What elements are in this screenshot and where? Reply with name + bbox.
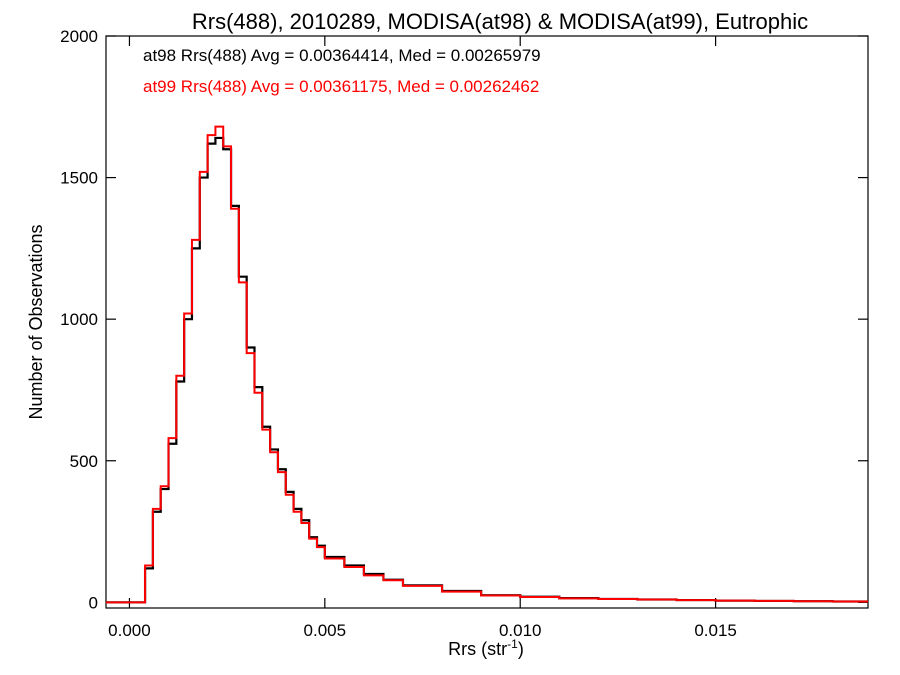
chart-title: Rrs(488), 2010289, MODISA(at98) & MODISA…	[192, 9, 808, 34]
series-at99-line	[106, 125, 868, 604]
x-tick-label: 0.000	[108, 621, 151, 640]
x-tick-label: 0.005	[304, 621, 347, 640]
y-tick-label: 500	[70, 452, 98, 471]
x-tick-label: 0.010	[499, 621, 542, 640]
y-tick-label: 0	[89, 593, 98, 612]
x-tick-label: 0.015	[694, 621, 737, 640]
y-tick-label: 1000	[60, 310, 98, 329]
x-axis-title: Rrs (str-1)	[448, 637, 524, 659]
plot-frame	[105, 35, 869, 609]
y-tick-label: 2000	[60, 27, 98, 46]
x-axis-title-end: )	[518, 639, 524, 659]
x-axis-title-main: Rrs (str	[448, 639, 507, 659]
y-axis-title: Number of Observations	[26, 224, 46, 419]
x-axis-title-sup: -1	[507, 637, 518, 651]
annotation-at98: at98 Rrs(488) Avg = 0.00364414, Med = 0.…	[143, 46, 541, 65]
y-tick-label: 1500	[60, 169, 98, 188]
series-at98-line	[106, 136, 868, 604]
annotation-at99: at99 Rrs(488) Avg = 0.00361175, Med = 0.…	[143, 77, 539, 96]
